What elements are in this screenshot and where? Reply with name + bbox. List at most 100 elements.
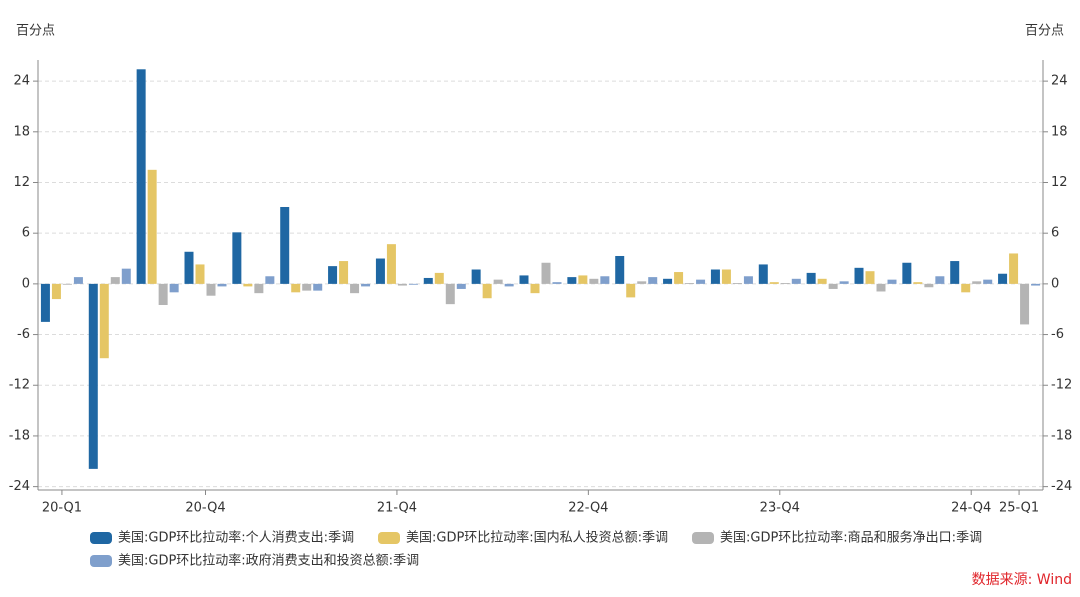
bar: [663, 278, 673, 284]
bar: [791, 278, 801, 284]
bar: [243, 283, 253, 287]
bar: [541, 262, 551, 284]
bar: [184, 251, 194, 284]
y-axis-unit: 百分点: [16, 24, 55, 39]
bar: [674, 272, 684, 284]
bar: [99, 283, 109, 359]
x-tick-label: 21-Q4: [377, 501, 417, 516]
bar: [685, 283, 695, 284]
bar: [73, 277, 83, 284]
bar: [361, 283, 371, 287]
y2-tick-label: 12: [1051, 175, 1068, 190]
bar: [887, 279, 897, 284]
bar: [902, 262, 912, 284]
y-tick-label: -24: [9, 479, 30, 494]
bar: [328, 266, 338, 284]
bar: [615, 255, 625, 284]
legend-label: 美国:GDP环比拉动率:商品和服务净出口:季调: [720, 530, 982, 546]
y-tick-label: 12: [13, 175, 30, 190]
bar: [195, 264, 205, 284]
bar: [265, 276, 275, 284]
y2-tick-label: 24: [1051, 74, 1068, 89]
bar: [1020, 283, 1030, 325]
bar: [552, 282, 562, 284]
bar: [158, 283, 168, 305]
bar: [732, 283, 742, 284]
bar: [445, 283, 455, 305]
bar: [339, 261, 349, 284]
legend-label: 美国:GDP环比拉动率:国内私人投资总额:季调: [406, 530, 668, 546]
y-tick-label: 6: [22, 226, 30, 241]
bar: [828, 283, 838, 289]
y2-tick-label: -12: [1051, 378, 1072, 393]
bar: [758, 264, 768, 284]
bar: [110, 277, 120, 284]
y2-tick-label: 18: [1051, 124, 1068, 139]
legend-label: 美国:GDP环比拉动率:个人消费支出:季调: [118, 530, 354, 546]
x-tick-label: 20-Q4: [185, 501, 225, 516]
bar: [1031, 283, 1041, 286]
y2-tick-label: -24: [1051, 479, 1072, 494]
source-note: 数据来源: Wind: [972, 572, 1072, 588]
bar: [972, 281, 982, 284]
bar: [423, 277, 433, 284]
bar: [961, 283, 971, 293]
bar: [386, 244, 396, 284]
bar: [493, 279, 503, 284]
bar: [232, 232, 242, 284]
bar: [998, 273, 1008, 284]
y2-tick-label: -6: [1051, 327, 1064, 342]
bar: [854, 267, 864, 284]
bar: [147, 169, 157, 284]
bar: [136, 69, 146, 284]
bar: [865, 271, 875, 284]
legend-swatch: [692, 532, 714, 544]
bar: [88, 283, 98, 469]
bar: [121, 268, 131, 284]
bar: [169, 283, 179, 293]
y-tick-label: -6: [17, 327, 30, 342]
bar: [839, 281, 849, 284]
bar: [696, 279, 706, 284]
bar: [589, 278, 599, 284]
y2-axis-unit: 百分点: [1025, 24, 1064, 39]
bar: [876, 283, 886, 292]
y2-tick-label: 0: [1051, 276, 1059, 291]
bar: [397, 283, 407, 286]
legend-label: 美国:GDP环比拉动率:政府消费支出和投资总额:季调: [118, 553, 419, 569]
bar: [40, 283, 50, 322]
bar: [482, 283, 492, 299]
bar: [254, 283, 264, 294]
bar: [721, 269, 731, 284]
bar: [924, 283, 934, 288]
bar: [769, 282, 779, 284]
bar: [434, 272, 444, 284]
legend-swatch: [378, 532, 400, 544]
y-tick-label: 24: [13, 74, 30, 89]
y2-tick-label: 6: [1051, 226, 1059, 241]
bar: [1009, 253, 1019, 284]
y-tick-label: 0: [22, 276, 30, 291]
bar: [710, 269, 720, 284]
x-tick-label: 24-Q4: [951, 501, 991, 516]
bar: [408, 283, 418, 285]
bar: [913, 282, 923, 284]
bar: [206, 283, 216, 296]
bar: [350, 283, 360, 294]
bar: [471, 269, 481, 284]
bar: [280, 206, 290, 284]
y-tick-label: 18: [13, 124, 30, 139]
bar: [648, 277, 658, 284]
bar: [530, 283, 540, 294]
bar: [626, 283, 636, 298]
bar: [806, 272, 816, 284]
bar: [62, 283, 72, 285]
bar: [743, 276, 753, 284]
bar: [935, 276, 945, 284]
y-tick-label: -18: [9, 428, 30, 443]
bar: [456, 283, 466, 289]
y-tick-label: -12: [9, 378, 30, 393]
bar: [302, 283, 312, 291]
x-tick-label: 23-Q4: [760, 501, 800, 516]
